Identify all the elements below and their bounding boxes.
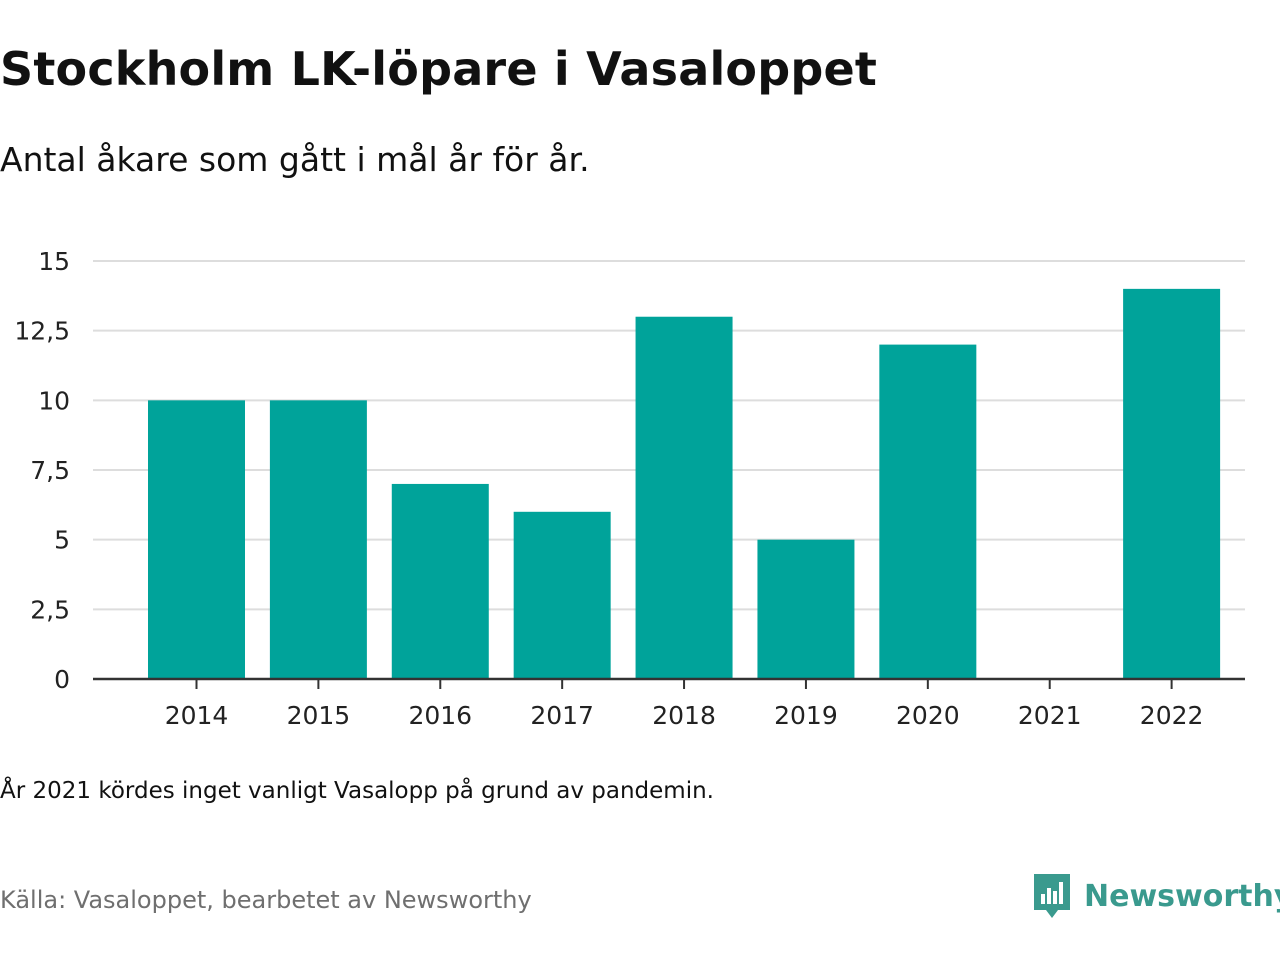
chart-title: Stockholm LK-löpare i Vasaloppet — [0, 42, 878, 96]
x-tick-label: 2014 — [165, 701, 229, 730]
bar-2016 — [391, 483, 489, 679]
x-tick-label: 2021 — [1018, 701, 1082, 730]
y-tick-label: 12,5 — [14, 317, 70, 346]
x-tick-label: 2020 — [896, 701, 960, 730]
y-tick-label: 5 — [54, 526, 70, 555]
y-tick-label: 10 — [38, 386, 70, 415]
x-tick-label: 2018 — [652, 701, 716, 730]
bar-2015 — [269, 400, 367, 679]
newsworthy-logo-icon — [1034, 874, 1070, 918]
bar-2014 — [148, 400, 245, 679]
y-tick-label: 7,5 — [30, 456, 70, 485]
x-tick-label: 2016 — [408, 701, 472, 730]
x-tick-label: 2015 — [287, 701, 351, 730]
chart-source: Källa: Vasaloppet, bearbetet av Newswort… — [0, 886, 532, 914]
brand-name: Newsworthy — [1084, 878, 1280, 914]
x-tick-label: 2022 — [1140, 701, 1204, 730]
bar-2020 — [879, 344, 977, 679]
brand-logo: Newsworthy — [1032, 872, 1280, 920]
y-tick-label: 0 — [54, 665, 70, 694]
bar-2022 — [1123, 288, 1221, 679]
chart-subtitle: Antal åkare som gått i mål år för år. — [0, 140, 590, 179]
x-tick-label: 2017 — [530, 701, 594, 730]
y-tick-label: 15 — [38, 247, 70, 276]
y-tick-label: 2,5 — [30, 595, 70, 624]
chart-footnote: År 2021 kördes inget vanligt Vasalopp på… — [0, 778, 714, 804]
bar-2017 — [513, 511, 611, 679]
x-axis: 2014 2015 2016 2017 2018 2019 2020 2021 2022 — [93, 677, 1245, 730]
bar-2018 — [635, 316, 733, 679]
bar-2019 — [757, 539, 855, 679]
x-tick-label: 2019 — [774, 701, 838, 730]
bars — [148, 288, 1221, 679]
y-axis-ticks: 0 2,5 5 7,5 10 12,5 15 — [14, 247, 70, 694]
